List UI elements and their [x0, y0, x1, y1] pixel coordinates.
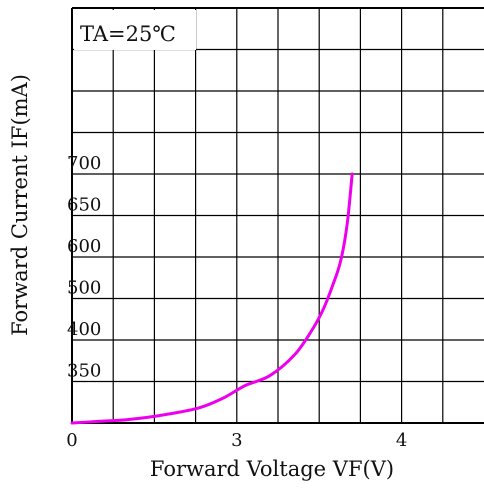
grid [72, 8, 484, 423]
x-tick-label: 3 [231, 430, 242, 451]
x-tick-label: 4 [396, 430, 407, 451]
x-axis-label: Forward Voltage VF(V) [150, 457, 394, 481]
y-axis-label: Forward Current IF(mA) [8, 74, 32, 336]
y-tick-label: 700 [67, 153, 101, 174]
annotation-box [74, 10, 196, 50]
y-tick-label: 400 [67, 319, 101, 340]
x-tick-label: 0 [66, 430, 77, 451]
y-tick-label: 350 [67, 361, 101, 382]
y-tick-label: 600 [67, 236, 101, 257]
y-tick-labels: 350 400 500 600 650 700 [67, 153, 101, 382]
series-line [70, 172, 354, 425]
plot-frame [71, 7, 484, 424]
temperature-annotation: TA=25℃ [80, 22, 176, 46]
x-tick-labels: 0 3 4 [66, 430, 407, 451]
y-tick-label: 500 [67, 278, 101, 299]
y-tick-label: 650 [67, 195, 101, 216]
